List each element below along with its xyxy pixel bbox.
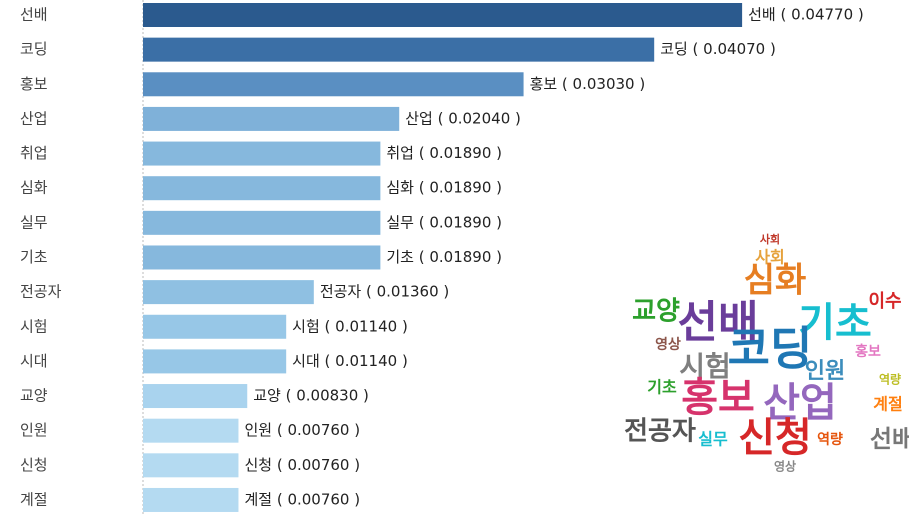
cloud-word: 홍보	[681, 375, 755, 421]
bar	[143, 72, 524, 97]
y-tick-label: 코딩	[20, 40, 48, 58]
y-tick-label: 실무	[20, 213, 48, 231]
bar	[143, 487, 239, 512]
data-label: 교양 ( 0.00830 )	[253, 387, 369, 405]
cloud-word: 이수	[868, 291, 901, 312]
y-tick-label: 계절	[20, 490, 48, 508]
cloud-word: 코딩	[728, 322, 813, 376]
cloud-word: 역량	[817, 431, 843, 448]
cloud-word: 산업	[763, 380, 837, 426]
y-tick-label: 신청	[20, 456, 48, 474]
cloud-word: 선배	[678, 297, 759, 348]
data-label: 선배 ( 0.04770 )	[748, 6, 864, 24]
bar	[143, 280, 314, 305]
y-tick-label: 산업	[20, 109, 48, 127]
bar	[143, 3, 743, 27]
bar	[143, 349, 287, 374]
cloud-word: 실무	[698, 430, 728, 449]
bar	[143, 106, 400, 131]
data-label: 전공자 ( 0.01360 )	[320, 283, 449, 301]
cloud-word: 역량	[879, 372, 901, 387]
cloud-word: 기초	[647, 378, 677, 397]
y-tick-label: 홍보	[20, 75, 48, 93]
data-label: 홍보 ( 0.03030 )	[530, 75, 646, 93]
bar	[143, 245, 381, 270]
data-label: 시대 ( 0.01140 )	[292, 352, 408, 370]
cloud-word: 교양	[632, 297, 680, 327]
cloud-word: 기초	[798, 300, 872, 346]
cloud-word: 선배	[870, 425, 909, 453]
y-tick-label: 기초	[20, 248, 48, 266]
data-label: 실무 ( 0.01890 )	[386, 213, 502, 231]
y-tick-label: 시대	[20, 352, 48, 370]
bar	[143, 453, 239, 478]
cloud-word: 신청	[738, 415, 812, 461]
cloud-word: 영상	[774, 459, 796, 474]
bar	[143, 141, 381, 166]
data-label: 시험 ( 0.01140 )	[292, 317, 408, 335]
cloud-word: 인원	[805, 359, 845, 384]
y-tick-label: 선배	[20, 6, 48, 24]
data-label: 심화 ( 0.01890 )	[386, 179, 502, 197]
data-label: 코딩 ( 0.04070 )	[660, 40, 776, 58]
cloud-word: 홍보	[855, 343, 881, 360]
bar	[143, 37, 655, 62]
y-tick-label: 취업	[20, 144, 48, 162]
cloud-word: 시험	[679, 350, 731, 383]
data-label: 인원 ( 0.00760 )	[244, 421, 360, 439]
data-label: 취업 ( 0.01890 )	[386, 144, 502, 162]
cloud-word: 심화	[744, 261, 807, 301]
cloud-word: 사회	[755, 248, 784, 267]
y-tick-label: 인원	[20, 421, 48, 439]
y-tick-label: 전공자	[20, 283, 62, 301]
bar	[143, 314, 287, 339]
data-label: 신청 ( 0.00760 )	[244, 456, 360, 474]
y-tick-label: 교양	[20, 387, 48, 405]
data-label: 계절 ( 0.00760 )	[244, 490, 360, 508]
bar	[143, 210, 381, 235]
cloud-word: 영상	[655, 336, 681, 353]
y-tick-label: 시험	[20, 317, 48, 335]
y-tick-label: 심화	[20, 179, 48, 197]
data-label: 산업 ( 0.02040 )	[405, 109, 521, 127]
bar	[143, 384, 248, 409]
cloud-word: 전공자	[624, 417, 696, 447]
bar	[143, 176, 381, 201]
bar	[143, 418, 239, 443]
cloud-word: 계절	[873, 395, 902, 414]
data-label: 기초 ( 0.01890 )	[386, 248, 502, 266]
cloud-word: 사회	[760, 232, 780, 246]
